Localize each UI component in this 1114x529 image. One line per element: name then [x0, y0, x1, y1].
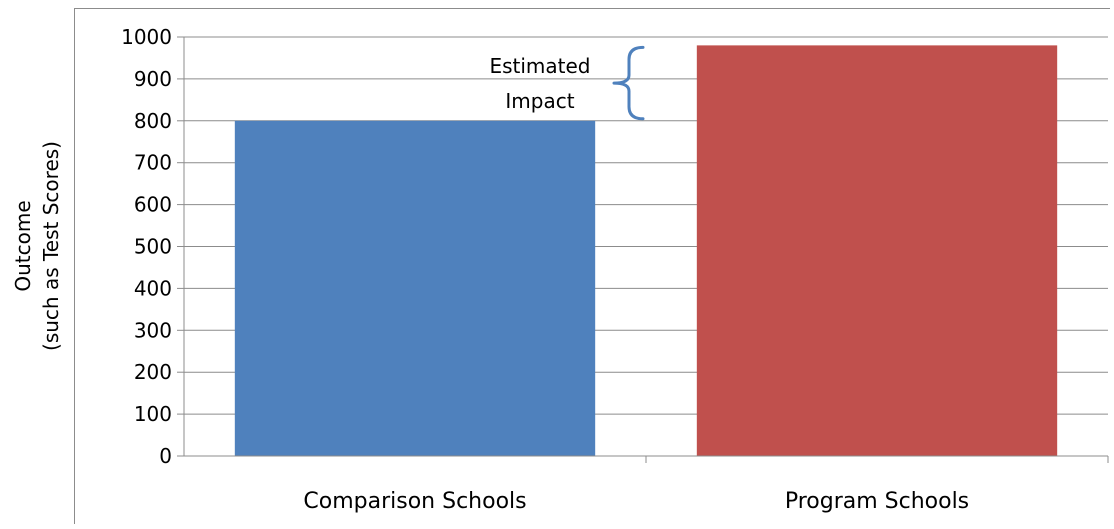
- y-tick-label: 200: [134, 360, 172, 384]
- y-tick-label: 400: [134, 276, 172, 300]
- y-tick-label: 500: [134, 235, 172, 259]
- axes: [177, 36, 1109, 463]
- impact-brace-icon: [612, 45, 645, 121]
- y-tick-label: 700: [134, 151, 172, 175]
- y-tick-label: 600: [134, 193, 172, 217]
- y-tick-label: 300: [134, 318, 172, 342]
- y-tick-label: 800: [134, 109, 172, 133]
- y-axis-title-line-1: Outcome: [11, 200, 35, 291]
- y-tick-label: 900: [134, 67, 172, 91]
- y-axis-title-line-2: (such as Test Scores): [39, 141, 63, 351]
- x-category-labels: Comparison Schools Program Schools: [303, 489, 969, 514]
- bars: [234, 45, 1058, 457]
- y-tick-label: 1000: [121, 25, 172, 49]
- x-category-label: Program Schools: [785, 489, 969, 514]
- annotation-line-2: Impact: [505, 89, 574, 113]
- x-category-label: Comparison Schools: [303, 489, 526, 514]
- bar-program-schools: [696, 45, 1058, 456]
- y-tick-label: 0: [159, 444, 172, 468]
- y-tick-label: 100: [134, 402, 172, 426]
- annotation-line-1: Estimated: [489, 54, 590, 78]
- chart-frame: [74, 8, 1110, 524]
- estimated-impact-annotation: Estimated Impact: [489, 45, 645, 121]
- y-tick-labels: 0 100 200 300 400 500 600 700 800 900 1000: [121, 25, 172, 468]
- bar-comparison-schools: [234, 120, 596, 457]
